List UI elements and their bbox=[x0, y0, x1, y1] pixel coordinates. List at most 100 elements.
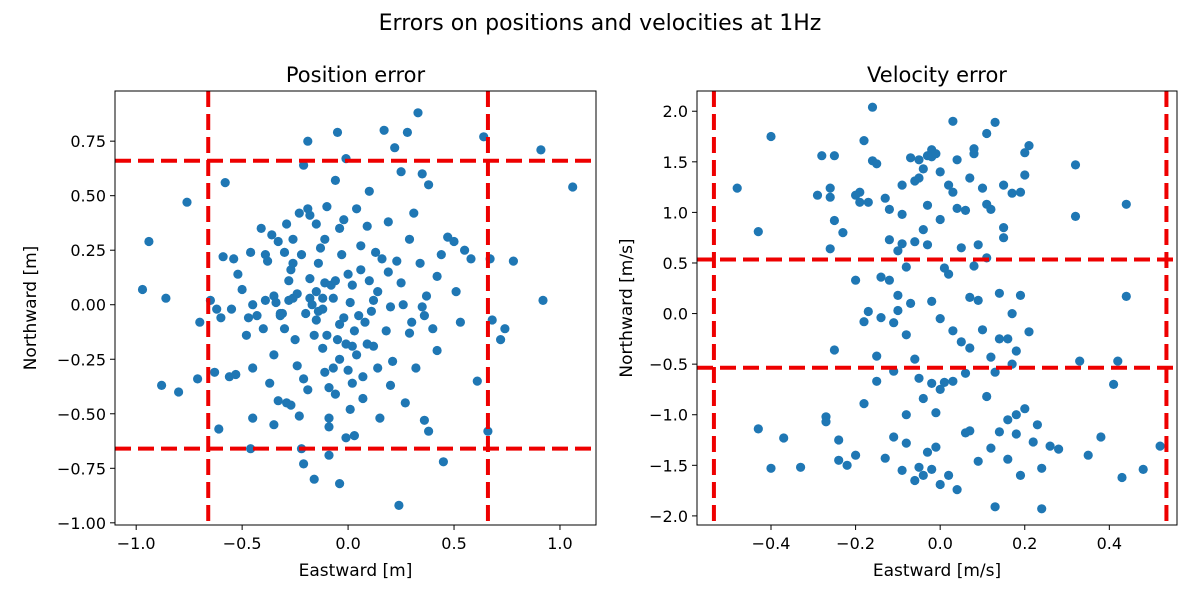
position-scatter-point bbox=[294, 208, 304, 218]
velocity-xtick-label: −0.4 bbox=[752, 534, 791, 553]
velocity-scatter-point bbox=[872, 159, 882, 169]
velocity-scatter-point bbox=[935, 384, 945, 394]
position-scatter-point bbox=[368, 295, 379, 305]
position-scatter-point bbox=[263, 256, 273, 266]
velocity-scatter-point bbox=[1020, 404, 1030, 414]
velocity-scatter-point bbox=[863, 306, 873, 317]
position-scatter-point bbox=[438, 457, 448, 467]
position-scatter-point bbox=[402, 127, 412, 137]
position-scatter-point bbox=[252, 311, 262, 321]
position-scatter-point bbox=[328, 293, 338, 303]
position-scatter-point bbox=[352, 350, 362, 360]
position-scatter-point bbox=[296, 250, 307, 260]
position-scatter-point bbox=[432, 271, 442, 281]
velocity-scatter-point bbox=[851, 450, 861, 460]
velocity-scatter-point bbox=[829, 215, 840, 226]
position-scatter-point bbox=[343, 365, 353, 375]
velocity-error-panel: −0.4 −0.2 0.0 0.2 0.4 −2.0 −1.5 −1.0 −0.5 0.0 0.5 1… bbox=[617, 63, 1178, 581]
position-scatter-point bbox=[411, 363, 421, 373]
velocity-scatter-point bbox=[973, 295, 983, 305]
velocity-scatter-point bbox=[914, 173, 924, 183]
position-scatter-point bbox=[379, 125, 389, 135]
velocity-scatter-point bbox=[1024, 141, 1034, 151]
position-scatter-point bbox=[366, 306, 376, 316]
position-scatter-point bbox=[226, 304, 237, 314]
velocity-ytick-label: 0.0 bbox=[663, 305, 688, 324]
position-scatter-point bbox=[318, 304, 328, 314]
position-scatter-point bbox=[294, 411, 304, 421]
position-scatter-point bbox=[330, 175, 340, 185]
velocity-scatter-point bbox=[918, 164, 928, 174]
velocity-scatter-point bbox=[973, 456, 983, 466]
position-scatter-point bbox=[269, 420, 279, 430]
position-scatter-point bbox=[417, 302, 427, 312]
velocity-scatter-point bbox=[766, 463, 776, 473]
position-plot-area bbox=[115, 91, 596, 525]
velocity-scatter-point bbox=[935, 314, 945, 324]
velocity-scatter-point bbox=[1015, 187, 1026, 197]
velocity-scatter-point bbox=[779, 433, 789, 443]
velocity-scatter-point bbox=[859, 317, 869, 327]
position-scatter-point bbox=[299, 160, 309, 170]
position-scatter-point bbox=[332, 127, 343, 137]
velocity-scatter-point bbox=[918, 225, 928, 235]
velocity-scatter-point bbox=[867, 102, 878, 112]
velocity-y-axis-label: Northward [m/s] bbox=[617, 238, 637, 377]
velocity-scatter-point bbox=[1075, 356, 1085, 366]
velocity-scatter-point bbox=[1003, 454, 1013, 464]
velocity-ytick-label: −2.0 bbox=[649, 507, 688, 526]
position-scatter-point bbox=[288, 234, 298, 244]
velocity-scatter-point bbox=[863, 197, 873, 207]
velocity-scatter-point bbox=[825, 244, 835, 254]
position-scatter-point bbox=[265, 378, 275, 388]
velocity-scatter-point bbox=[999, 180, 1009, 190]
velocity-scatter-point bbox=[1011, 346, 1021, 356]
velocity-scatter-point bbox=[1007, 188, 1017, 198]
position-scatter-point bbox=[419, 415, 429, 425]
position-xtick-label: −0.5 bbox=[223, 534, 262, 553]
position-ytick-label: −1.00 bbox=[57, 514, 106, 533]
velocity-scatter-point bbox=[986, 443, 996, 453]
position-scatter-point bbox=[275, 308, 285, 319]
position-scatter-point bbox=[415, 258, 425, 268]
velocity-scatter-point bbox=[1109, 379, 1119, 389]
position-scatter-point bbox=[309, 474, 319, 484]
velocity-scatter-point bbox=[927, 378, 937, 388]
velocity-scatter-point bbox=[1037, 504, 1047, 514]
velocity-scatter-point bbox=[977, 325, 988, 335]
position-scatter-point bbox=[299, 459, 309, 469]
position-scatter-point bbox=[335, 319, 345, 329]
velocity-scatter-point bbox=[859, 136, 869, 146]
velocity-scatter-point bbox=[821, 412, 831, 422]
position-scatter-point bbox=[404, 328, 415, 338]
position-scatter-point bbox=[144, 236, 154, 247]
position-scatter-point bbox=[157, 380, 167, 390]
velocity-ytick-label: 1.0 bbox=[663, 203, 688, 222]
velocity-scatter-point bbox=[1015, 470, 1026, 480]
velocity-scatter-point bbox=[901, 438, 911, 448]
velocity-scatter-point bbox=[960, 368, 971, 378]
velocity-scatter-point bbox=[884, 235, 895, 245]
velocity-scatter-point bbox=[952, 203, 962, 213]
position-scatter-point bbox=[400, 398, 410, 408]
velocity-scatter-point bbox=[1054, 444, 1064, 454]
velocity-scatter-point bbox=[910, 237, 920, 247]
velocity-scatter-point bbox=[922, 240, 933, 250]
velocity-scatter-point bbox=[965, 173, 975, 183]
position-scatter-point bbox=[432, 345, 442, 356]
position-scatter-point bbox=[229, 254, 239, 264]
velocity-scatter-point bbox=[944, 180, 954, 190]
position-scatter-point bbox=[413, 108, 423, 118]
velocity-scatter-point bbox=[825, 183, 835, 193]
velocity-scatter-point bbox=[965, 426, 975, 436]
velocity-scatter-point bbox=[893, 305, 903, 316]
velocity-scatter-point bbox=[906, 153, 916, 163]
velocity-scatter-point bbox=[952, 485, 962, 495]
velocity-scatter-point bbox=[1037, 463, 1047, 473]
position-scatter-point bbox=[388, 356, 398, 366]
position-scatter-point bbox=[273, 236, 283, 247]
position-scatter-point bbox=[409, 208, 419, 218]
position-scatter-point bbox=[364, 276, 374, 286]
position-scatter-point bbox=[301, 308, 311, 319]
position-scatter-point bbox=[311, 219, 321, 229]
